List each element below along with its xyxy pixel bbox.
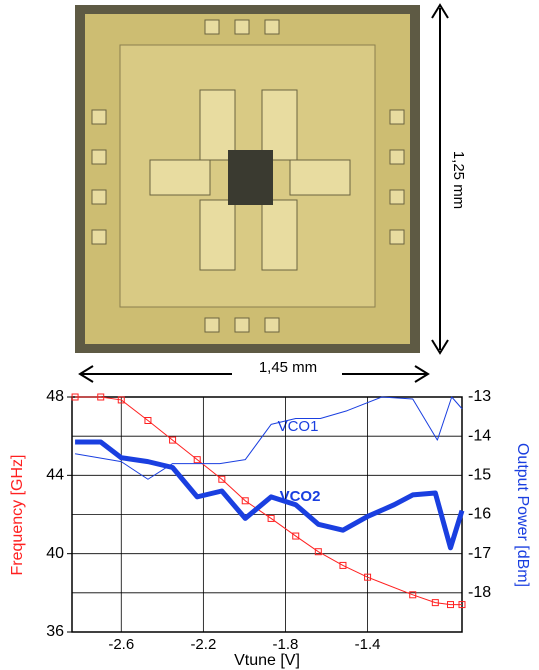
y-tick-label: 44 bbox=[46, 467, 64, 484]
y-tick-label: 40 bbox=[46, 545, 64, 562]
chip-photo: 1,45 mm 1,25 mm bbox=[75, 5, 467, 386]
y2-axis-label: Output Power [dBm] bbox=[514, 443, 531, 587]
x-tick-label: -2.6 bbox=[108, 636, 134, 653]
y2-tick-label: -14 bbox=[468, 427, 491, 444]
height-label: 1,25 mm bbox=[450, 151, 467, 209]
annotation: VCO1 bbox=[278, 418, 319, 435]
x-tick-label: -2.2 bbox=[190, 636, 216, 653]
x-tick-label: -1.8 bbox=[273, 636, 299, 653]
y2-tick-label: -15 bbox=[468, 467, 491, 484]
width-label: 1,45 mm bbox=[259, 359, 317, 376]
y2-tick-label: -16 bbox=[468, 506, 491, 523]
x-axis-label: Vtune [V] bbox=[234, 652, 300, 669]
x-tick-label: -1.4 bbox=[355, 636, 381, 653]
y2-tick-label: -17 bbox=[468, 545, 491, 562]
y-tick-label: 48 bbox=[46, 388, 64, 405]
y-tick-label: 36 bbox=[46, 623, 64, 640]
figure: 1,45 mm 1,25 mm Frequency [GHz] Output P… bbox=[0, 0, 539, 670]
series-line bbox=[75, 442, 462, 548]
y2-tick-label: -18 bbox=[468, 584, 491, 601]
y-axis-label: Frequency [GHz] bbox=[9, 455, 26, 576]
y2-tick-label: -13 bbox=[468, 388, 491, 405]
